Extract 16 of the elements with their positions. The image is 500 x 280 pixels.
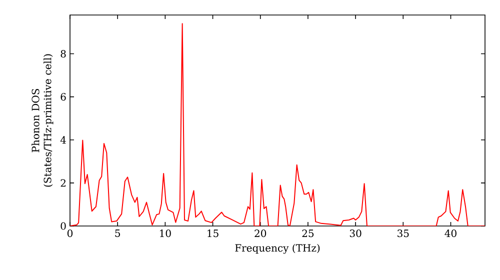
x-tick-label: 0 (67, 230, 73, 238)
x-tick-label: 20 (254, 230, 266, 238)
y-tick-label: 6 (60, 93, 66, 101)
y-axis-title: Phonon DOS (States/THz·primitive cell) (32, 54, 54, 187)
x-axis-title: Frequency (THz) (235, 244, 320, 254)
x-tick-label: 15 (208, 230, 218, 238)
y-tick-label: 4 (60, 136, 66, 144)
x-tick-label: 10 (160, 230, 171, 238)
x-tick-label: 40 (444, 230, 456, 238)
x-tick-label: 5 (115, 230, 120, 237)
x-tick-label: 25 (302, 230, 314, 238)
y-tick-label: 2 (60, 179, 66, 187)
y-tick-label: 0 (60, 222, 66, 230)
x-tick-label: 35 (398, 230, 409, 238)
y-tick-label: 8 (60, 50, 66, 58)
x-tick-label: 30 (350, 230, 362, 238)
